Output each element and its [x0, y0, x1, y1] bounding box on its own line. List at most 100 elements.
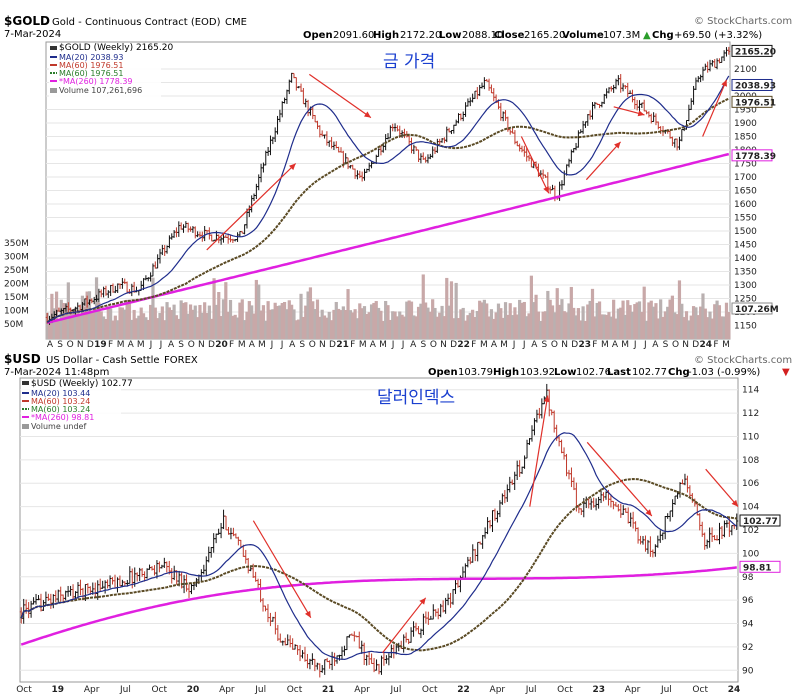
gold-price-series	[45, 46, 731, 325]
gold-volume-bar	[628, 305, 632, 339]
gold-trend-arrow-head	[637, 110, 645, 117]
usd-legend-ma60b: MA(60) 103.24	[31, 405, 90, 414]
gold-y-tick-label: 1600	[734, 200, 757, 210]
gold-volume-bar	[703, 308, 707, 339]
gold-volume-bar	[231, 315, 235, 339]
gold-volume-bar	[341, 306, 345, 339]
gold-volume-bar	[635, 302, 639, 339]
gold-volume-bar	[156, 318, 160, 339]
usd-quote: Open 103.79 High 103.92 Low 102.76 Last …	[428, 367, 790, 378]
gold-volume-bar	[675, 314, 679, 339]
gold-volume-bar	[337, 308, 341, 339]
gold-legend-ma60a: MA(60) 1976.51	[59, 61, 123, 70]
gold-x-tick-label: N	[682, 340, 689, 349]
gold-trend-arrow-line	[702, 79, 728, 137]
gold-volume-bar	[555, 288, 559, 339]
usd-x-tick-label: Oct	[557, 685, 573, 695]
usd-chart-panel: $USD US Dollar - Cash Settle FOREX 7-Mar…	[0, 352, 793, 695]
gold-volume-bar	[597, 301, 602, 339]
gold-x-tick-label: F	[592, 340, 597, 349]
gold-volume-bar	[259, 310, 263, 339]
usd-y-tick-label: 94	[742, 620, 754, 630]
gold-ma60-line	[46, 97, 730, 324]
gold-volume-bars	[45, 274, 731, 339]
usd-ma20-line	[20, 432, 738, 661]
gold-volume-bar	[170, 309, 174, 339]
gold-volume-bar	[576, 308, 580, 339]
gold-volume-bar	[440, 305, 444, 339]
gold-volume-bar	[165, 302, 169, 339]
gold-volume-bar	[186, 313, 190, 339]
gold-high-value: 2172.20	[400, 30, 441, 41]
gold-volume-bar	[717, 305, 722, 339]
gold-volume-bar	[238, 302, 242, 339]
gold-volume-bar	[475, 311, 479, 339]
gold-volume-bar	[71, 309, 75, 339]
gold-volume-bar	[529, 275, 533, 339]
gold-volume-bar	[250, 305, 254, 339]
gold-volume-bar	[466, 315, 470, 339]
gold-volume-bar	[501, 317, 505, 339]
gold-volume-bar	[130, 319, 134, 339]
gold-volume-bar	[160, 306, 164, 339]
usd-legend-bg	[21, 379, 121, 431]
gold-volume-bar	[637, 301, 642, 339]
gold-volume-bar	[727, 311, 731, 339]
gold-y-tick-label: 1900	[734, 119, 757, 129]
gold-volume-bar	[210, 318, 214, 339]
gold-volume-bar	[485, 303, 489, 339]
gold-x-tick-label: J	[149, 340, 153, 349]
gold-volume-bar	[694, 307, 698, 339]
gold-volume-bar	[266, 301, 270, 339]
usd-legend-price: $USD (Weekly) 102.77	[31, 379, 133, 389]
gold-x-tick-label: 23	[578, 340, 591, 349]
usd-high-value: 103.92	[520, 367, 555, 378]
gold-x-tick-label: D	[87, 340, 94, 349]
gold-volume-bar	[471, 309, 475, 339]
gold-x-tick-label: J	[401, 340, 405, 349]
gold-volume-bar	[351, 312, 355, 339]
gold-volume-tick-label: 50M	[4, 320, 23, 330]
gold-volume-bar	[621, 300, 625, 339]
gold-volume-bar	[447, 305, 451, 339]
gold-volume-bar	[62, 302, 66, 339]
gold-volume-bar	[87, 291, 92, 339]
gold-volume-bar	[402, 316, 407, 339]
gold-volume-bar	[525, 316, 529, 339]
gold-volume-bar	[233, 314, 237, 339]
gold-volume-bar	[322, 315, 327, 339]
gold-volume-bar	[503, 302, 508, 339]
gold-last-value-tag: 1976.51	[735, 98, 776, 108]
gold-volume-bar	[301, 316, 305, 339]
gold-volume-bar	[647, 302, 651, 339]
gold-volume-bar	[588, 300, 592, 339]
gold-volume-bar	[73, 307, 77, 339]
gold-volume-bar	[649, 300, 653, 339]
gold-volume-bar	[673, 312, 677, 339]
gold-x-tick-label: J	[643, 340, 647, 349]
gold-volume-bar	[543, 311, 548, 339]
gold-annotation: 금 가격	[383, 52, 435, 72]
gold-y-tick-label: 1850	[734, 133, 757, 143]
gold-last-value-tag-box	[731, 302, 773, 315]
gold-volume-bar	[652, 306, 656, 339]
gold-volume-bar	[391, 311, 395, 339]
gold-x-tick-label: N	[440, 340, 447, 349]
gold-volume-bar	[499, 308, 503, 339]
usd-y-tick-label: 92	[742, 643, 753, 653]
gold-last-value-tag: 107.26M	[735, 305, 779, 315]
gold-volume-bar	[367, 312, 371, 339]
gold-x-tick-label: M	[480, 340, 488, 349]
gold-volume-bar	[565, 312, 569, 339]
gold-x-tick-label: D	[208, 340, 215, 349]
usd-watermark: © StockCharts.com	[694, 355, 792, 366]
gold-volume-bar	[235, 317, 240, 339]
usd-last-value-tags: 102.77 98.81	[739, 514, 781, 573]
gold-volume-bar	[306, 291, 310, 339]
gold-volume-axis: 350M 300M 250M 200M 150M 100M 50M	[4, 239, 29, 330]
usd-open-value: 103.79	[458, 367, 493, 378]
gold-volume-bar	[607, 312, 611, 339]
gold-x-tick-label: M	[359, 340, 367, 349]
gold-last-value-tag: 2165.20	[735, 47, 776, 57]
usd-last-value-tag: 98.81	[743, 563, 771, 573]
